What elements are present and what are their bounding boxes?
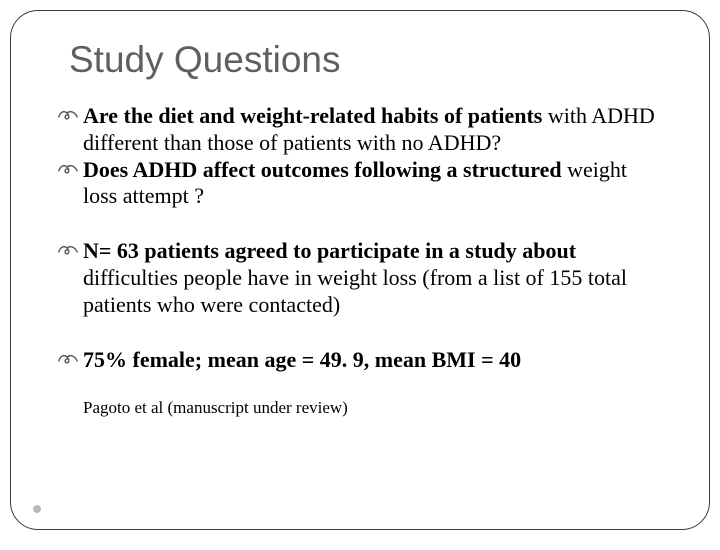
spacer — [57, 319, 663, 347]
bullet-item: Does ADHD affect outcomes following a st… — [57, 157, 663, 211]
bullet-lead: Does ADHD affect outcomes following a st… — [83, 157, 562, 182]
slide-title: Study Questions — [69, 39, 663, 81]
bullet-rest: difficulties people have in weight loss … — [83, 265, 627, 317]
slide-frame: Study Questions Are the diet and weight-… — [10, 10, 710, 530]
bullet-lead: Are the diet and weight-related habits o… — [83, 103, 542, 128]
swirl-icon — [57, 107, 79, 123]
citation-text: Pagoto et al (manuscript under review) — [83, 398, 663, 418]
swirl-icon — [57, 242, 79, 258]
bullet-lead: N= 63 patients agreed to participate in … — [83, 238, 576, 263]
swirl-icon — [57, 161, 79, 177]
bullet-list: N= 63 patients agreed to participate in … — [57, 238, 663, 318]
bullet-item: 75% female; mean age = 49. 9, mean BMI =… — [57, 347, 663, 374]
bullet-lead: 75% female; mean age = 49. 9, mean BMI =… — [83, 347, 521, 372]
bullet-list: Are the diet and weight-related habits o… — [57, 103, 663, 210]
swirl-icon — [57, 351, 79, 367]
corner-dot-icon — [33, 505, 41, 513]
bullet-item: Are the diet and weight-related habits o… — [57, 103, 663, 157]
bullet-list: 75% female; mean age = 49. 9, mean BMI =… — [57, 347, 663, 374]
bullet-item: N= 63 patients agreed to participate in … — [57, 238, 663, 318]
spacer — [57, 210, 663, 238]
